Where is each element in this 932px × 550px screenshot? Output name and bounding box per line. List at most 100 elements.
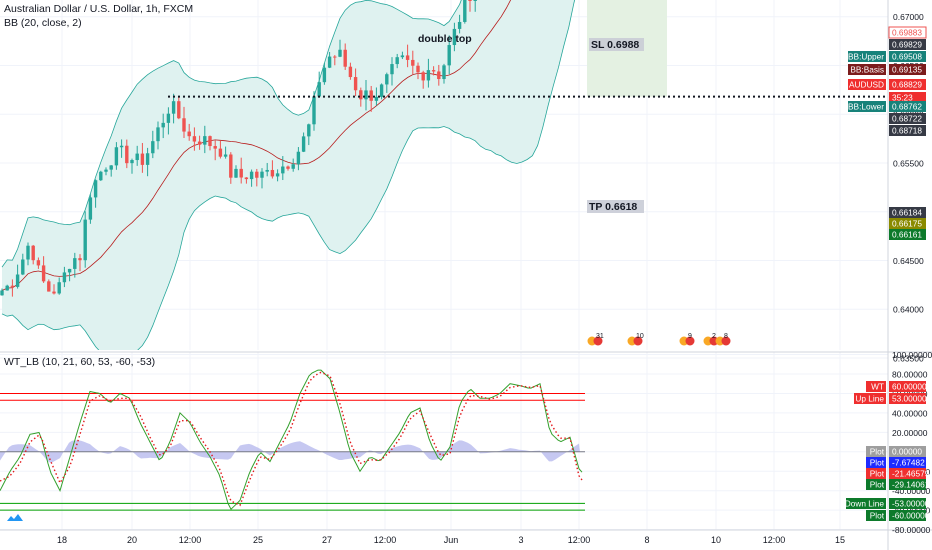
candle-body (348, 66, 353, 78)
wt1-line (0, 369, 583, 511)
badge-label: Plot (870, 511, 885, 521)
candle-body (411, 59, 415, 66)
time-tick-label: 12:00 (374, 535, 397, 545)
candle-body (265, 169, 269, 172)
candle-body (364, 90, 368, 100)
candle-body (187, 131, 191, 137)
badge-value-bg (888, 26, 927, 39)
badge-value: 0.68722 (892, 114, 922, 124)
candle-body (57, 282, 61, 294)
badge-value: 0.00000 (892, 447, 922, 457)
candle-body (312, 96, 316, 125)
candle-body (405, 55, 410, 60)
candle-body (457, 21, 462, 29)
badge-label-bg (848, 79, 886, 90)
time-tick-label: 12:00 (568, 535, 591, 545)
time-tick-label: 12:00 (179, 535, 202, 545)
candle-body (5, 285, 9, 291)
candle-body (327, 56, 332, 68)
badge-label-bg (848, 51, 886, 62)
event-flag-icon (593, 336, 603, 346)
badge-value: 60.00000 (892, 382, 927, 392)
double-top-label: double top (418, 33, 472, 45)
candle-body (223, 154, 228, 157)
event-count: 8 (724, 333, 728, 340)
badge-label: BB:Upper (848, 52, 884, 62)
candle-body (166, 113, 171, 123)
osc-tick-label: 100.00000 (892, 350, 932, 360)
badge-value-bg (889, 229, 926, 240)
candle-body (275, 173, 280, 177)
badge-value-bg (889, 381, 926, 392)
economic-events[interactable]: 31 10 9 2 8 (587, 333, 731, 346)
candle-body (301, 136, 306, 152)
candle-body (229, 154, 233, 178)
candle-body (177, 101, 181, 119)
candle-body (21, 259, 25, 275)
badge-label: Down Line (845, 499, 885, 509)
badge-label: Plot (870, 469, 885, 479)
symbol-title[interactable]: Australian Dollar / U.S. Dollar, 1h, FXC… (4, 3, 194, 15)
badge-value-bg (889, 101, 926, 112)
candle-body (249, 171, 254, 180)
candle-body (255, 171, 259, 178)
time-tick-label: 3 (518, 535, 523, 545)
candle-body (130, 160, 134, 164)
take-profit-label: TP 0.6618 (589, 201, 637, 213)
badge-label: Plot (870, 447, 885, 457)
wt2-line (0, 371, 583, 507)
event-count: 2 (712, 333, 716, 340)
candle-body (468, 0, 472, 1)
event-flag-icon (685, 336, 695, 346)
bb-indicator-legend[interactable]: BB (20, close, 2) (4, 17, 82, 29)
risk-reward-zones (587, 0, 667, 213)
candle-body (213, 146, 217, 149)
wt-indicator-legend[interactable]: WT_LB (10, 21, 60, 53, -60, -53) (4, 356, 156, 368)
osc-tick-label: -40.00000 (892, 486, 931, 496)
candle-body (244, 177, 249, 180)
candle-body (15, 274, 20, 287)
candle-body (400, 55, 405, 58)
badge-label: Up Line (855, 394, 884, 404)
badge-value: 53.00000 (892, 394, 927, 404)
candle-body (114, 147, 119, 166)
candle-body (26, 245, 30, 260)
badge-value-bg (889, 207, 926, 218)
badge-label-bg (848, 64, 886, 75)
candle-body (437, 71, 441, 80)
candle-body (52, 291, 56, 294)
candle-body (452, 28, 457, 46)
candle-body (338, 49, 342, 57)
candle-body (463, 0, 467, 22)
time-tick-label: 12:00 (763, 535, 786, 545)
badge-value-bg (889, 446, 926, 457)
osc-tick-label: 20.00000 (892, 428, 928, 438)
candle-body (390, 64, 394, 75)
badge-value-bg (889, 51, 926, 62)
candle-body (307, 124, 311, 137)
tradingview-logo[interactable] (6, 512, 24, 524)
badge-label-bg (866, 381, 886, 392)
osc-tick-label: 80.00000 (892, 369, 928, 379)
badge-value: -60.00000 (892, 511, 930, 521)
candle-body (374, 96, 379, 101)
candle-body (218, 148, 223, 157)
candle-body (286, 166, 290, 169)
badge-value: -53.00000 (892, 499, 930, 509)
candle-body (359, 90, 363, 100)
badge-label-bg (866, 479, 886, 490)
candle-body (156, 127, 160, 142)
candle-body (270, 169, 275, 177)
candle-body (47, 281, 51, 292)
candle-body (322, 67, 327, 83)
candle-body (369, 90, 373, 101)
candle-body (296, 151, 301, 165)
price-tick-label: 0.64500 (893, 256, 924, 266)
candle-body (31, 245, 35, 261)
badge-value: 0.69135 (892, 65, 922, 75)
badge-value-bg (889, 393, 926, 404)
badge-value-bg (889, 92, 926, 103)
event-count: 31 (596, 333, 604, 340)
